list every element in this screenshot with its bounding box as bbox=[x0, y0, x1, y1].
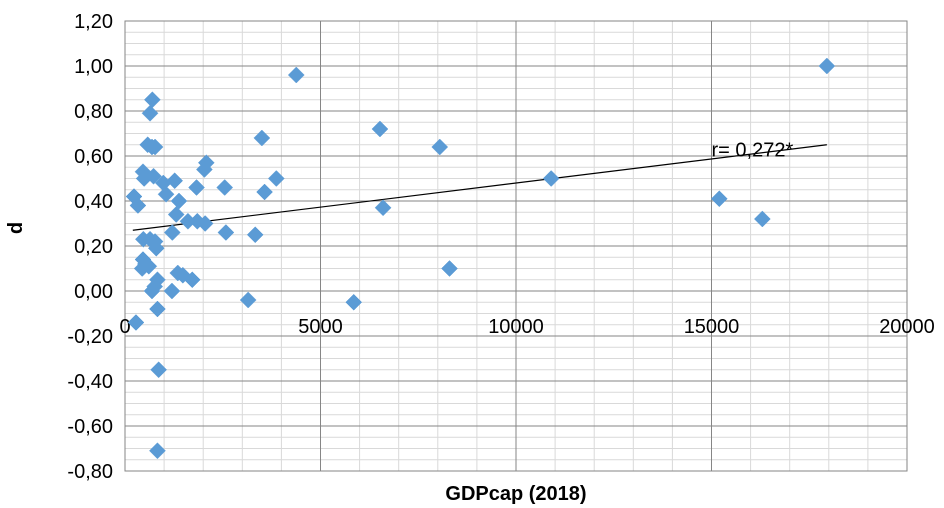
data-point bbox=[127, 314, 145, 331]
data-point bbox=[129, 197, 147, 214]
data-point bbox=[345, 293, 363, 311]
data-point bbox=[371, 120, 389, 138]
data-point bbox=[188, 179, 205, 196]
data-point bbox=[149, 442, 166, 460]
data-point bbox=[196, 215, 214, 232]
data-point bbox=[157, 185, 175, 203]
x-axis-tick-labels: 0 5000 10000 15000 20000 bbox=[119, 316, 934, 338]
data-point bbox=[147, 239, 165, 257]
data-point bbox=[140, 257, 158, 275]
data-point bbox=[441, 260, 458, 277]
x-tick-label: 20000 bbox=[879, 316, 935, 338]
y-tick-label: 0,20 bbox=[74, 236, 113, 258]
data-point bbox=[196, 161, 213, 178]
data-point bbox=[267, 170, 285, 187]
y-tick-label: -0,60 bbox=[67, 416, 113, 438]
data-point bbox=[150, 361, 167, 379]
y-tick-label: 0,80 bbox=[74, 101, 113, 123]
data-point bbox=[149, 271, 166, 289]
data-point bbox=[239, 291, 257, 309]
data-point bbox=[542, 170, 560, 187]
data-point bbox=[146, 138, 164, 156]
x-tick-label: 10000 bbox=[488, 316, 544, 338]
data-point bbox=[149, 300, 166, 318]
y-tick-label: -0,20 bbox=[67, 326, 113, 348]
data-point bbox=[431, 138, 449, 156]
data-point bbox=[374, 199, 392, 217]
data-point bbox=[818, 57, 836, 75]
data-point bbox=[710, 190, 728, 208]
data-point bbox=[163, 282, 181, 300]
x-tick-label: 5000 bbox=[298, 316, 343, 338]
data-point bbox=[183, 271, 201, 289]
y-tick-label: 0,40 bbox=[74, 191, 113, 213]
y-tick-label: -0,40 bbox=[67, 371, 113, 393]
data-point bbox=[144, 91, 161, 109]
data-point bbox=[217, 224, 235, 241]
trendline-group bbox=[132, 144, 827, 231]
data-point bbox=[167, 206, 185, 223]
data-point bbox=[287, 66, 305, 84]
trendline bbox=[132, 144, 827, 231]
correlation-annotation: r= 0,272* bbox=[712, 139, 794, 161]
y-tick-label: 1,00 bbox=[74, 56, 113, 78]
data-point bbox=[256, 183, 273, 201]
data-point bbox=[170, 192, 188, 210]
data-point bbox=[145, 167, 162, 185]
data-point bbox=[216, 179, 234, 196]
x-tick-label: 0 bbox=[119, 316, 130, 338]
data-point bbox=[163, 224, 181, 241]
data-point bbox=[141, 104, 159, 122]
data-point bbox=[253, 129, 271, 147]
y-axis-title: d bbox=[5, 222, 27, 234]
y-tick-label: 0,00 bbox=[74, 281, 113, 303]
x-tick-label: 15000 bbox=[684, 316, 740, 338]
plot-area-frame bbox=[124, 20, 908, 472]
data-point bbox=[753, 210, 771, 228]
data-point bbox=[246, 226, 264, 244]
data-point bbox=[166, 172, 184, 190]
y-tick-label: 1,20 bbox=[74, 11, 113, 33]
y-tick-label: 0,60 bbox=[74, 146, 113, 168]
y-tick-label: -0,80 bbox=[67, 461, 113, 483]
y-axis-tick-labels: -0,80 -0,60 -0,40 -0,20 0,00 0,20 0,40 0,60 0,80… bbox=[67, 11, 113, 483]
x-axis-title: GDPcap (2018) bbox=[445, 483, 586, 505]
data-points bbox=[125, 57, 836, 460]
